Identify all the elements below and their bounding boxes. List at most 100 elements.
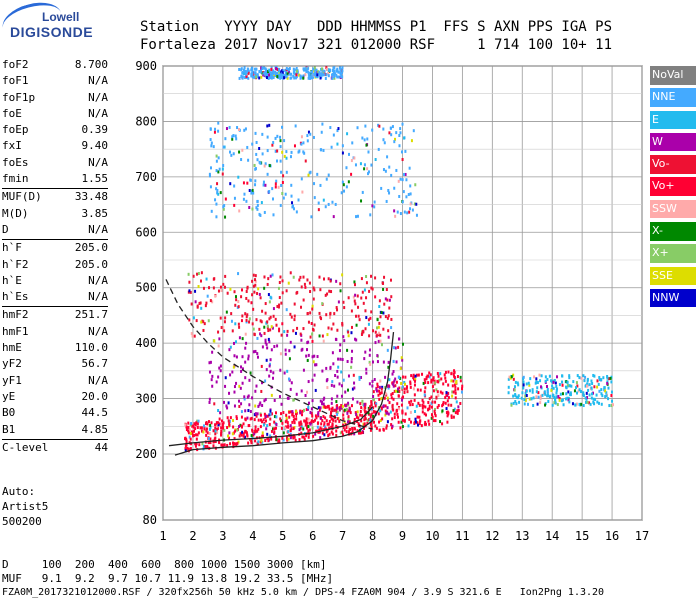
echo-point xyxy=(403,136,406,140)
echo-point xyxy=(299,420,302,424)
echo-point xyxy=(546,377,549,381)
echo-point xyxy=(526,402,529,406)
echo-point xyxy=(456,411,459,415)
echo-point xyxy=(280,333,283,337)
echo-point xyxy=(569,392,572,396)
echo-point xyxy=(222,426,225,430)
echo-point xyxy=(265,73,268,77)
echo-point xyxy=(209,127,212,131)
echo-point xyxy=(266,172,269,176)
echo-point xyxy=(409,420,412,424)
echo-point xyxy=(289,432,292,436)
echo-point xyxy=(256,75,259,79)
echo-point xyxy=(603,386,606,390)
echo-point xyxy=(260,334,263,338)
echo-point xyxy=(228,348,231,352)
echo-point xyxy=(593,385,596,389)
echo-point xyxy=(268,362,271,366)
echo-point xyxy=(396,389,399,393)
echo-point xyxy=(561,383,564,387)
echo-point xyxy=(269,358,272,362)
echo-point xyxy=(375,334,378,338)
echo-point xyxy=(412,377,415,381)
echo-point xyxy=(279,368,282,372)
echo-point xyxy=(245,431,248,435)
echo-point xyxy=(383,141,386,145)
echo-point xyxy=(346,409,349,413)
echo-point xyxy=(447,383,450,387)
echo-point xyxy=(233,354,236,358)
echo-point xyxy=(253,67,256,71)
echo-point xyxy=(284,352,287,356)
digisonde-logo: Lowell DIGISONDE xyxy=(0,0,122,48)
echo-point xyxy=(265,427,268,431)
param-value: N/A xyxy=(88,74,108,88)
echo-point xyxy=(342,183,345,187)
echo-point xyxy=(381,281,384,285)
echo-point xyxy=(321,73,324,77)
echo-point xyxy=(375,387,378,391)
echo-point xyxy=(288,415,291,419)
echo-point xyxy=(422,404,425,408)
echo-point xyxy=(436,371,439,375)
echo-point xyxy=(372,390,375,394)
echo-point xyxy=(375,402,378,406)
echo-point xyxy=(388,306,391,310)
echo-point xyxy=(301,347,304,351)
echo-point xyxy=(540,374,543,378)
echo-point xyxy=(235,340,238,344)
echo-point xyxy=(221,443,224,447)
echo-point xyxy=(310,74,313,78)
echo-point xyxy=(249,371,252,375)
echo-point xyxy=(300,338,303,342)
echo-point xyxy=(307,417,310,421)
echo-point xyxy=(249,178,252,182)
echo-point xyxy=(346,132,349,136)
echo-point xyxy=(210,141,213,145)
echo-point xyxy=(192,274,195,278)
echo-point xyxy=(244,76,247,80)
echo-point xyxy=(208,370,211,374)
echo-point xyxy=(390,317,393,321)
echo-point xyxy=(318,408,321,412)
echo-point xyxy=(553,378,556,382)
echo-point xyxy=(243,397,246,401)
echo-point xyxy=(247,158,250,162)
echo-point xyxy=(369,316,372,320)
echo-point xyxy=(335,408,338,412)
echo-point xyxy=(269,412,272,416)
echo-point xyxy=(310,421,313,425)
echo-point xyxy=(257,427,260,431)
echo-point xyxy=(265,76,268,80)
param-row: foF1p N/A xyxy=(2,91,108,107)
echo-point xyxy=(214,294,217,298)
parameter-panel: foF2 8.700 foF1 N/A foF1p N/A foE N/A foEp 0.39 fx… xyxy=(2,58,108,457)
echo-point xyxy=(541,393,544,397)
echo-point xyxy=(322,415,325,419)
echo-point xyxy=(277,286,280,290)
echo-point xyxy=(450,372,453,376)
echo-point xyxy=(279,417,282,421)
echo-point xyxy=(268,164,271,168)
echo-point xyxy=(192,425,195,429)
echo-point xyxy=(380,343,383,347)
echo-point xyxy=(555,389,558,393)
echo-point xyxy=(188,280,191,284)
echo-point xyxy=(369,405,372,409)
echo-point xyxy=(333,66,336,70)
echo-point xyxy=(216,182,219,186)
echo-point xyxy=(205,277,208,281)
echo-point xyxy=(308,401,311,405)
echo-point xyxy=(241,337,244,341)
echo-point xyxy=(184,447,187,451)
echo-point xyxy=(360,419,363,423)
echo-point xyxy=(314,388,317,392)
echo-point xyxy=(434,419,437,423)
echo-point xyxy=(400,403,403,407)
echo-point xyxy=(508,375,511,379)
echo-point xyxy=(215,187,218,191)
echo-point xyxy=(306,134,309,138)
echo-point xyxy=(323,433,326,437)
echo-point xyxy=(302,368,305,372)
echo-point xyxy=(336,417,339,421)
